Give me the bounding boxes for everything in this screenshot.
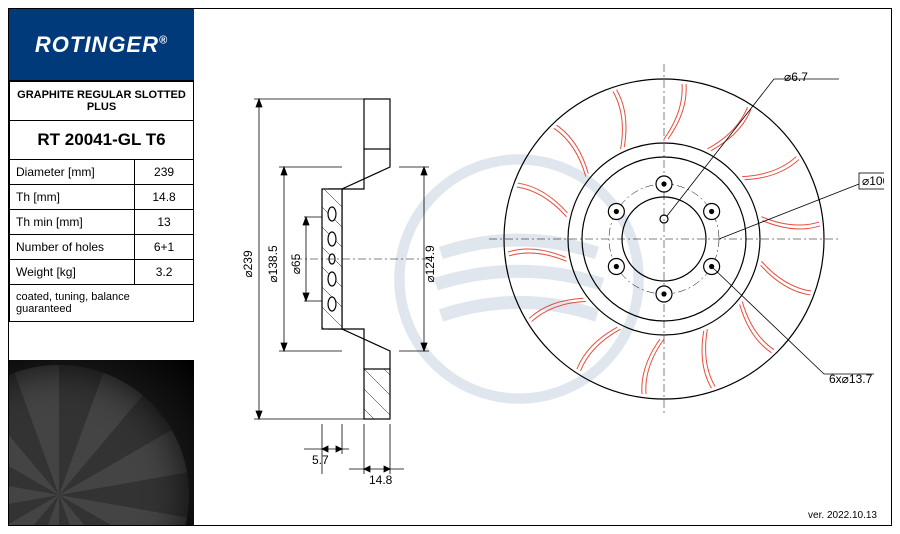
version-text: ver. 2022.10.13 <box>808 510 877 521</box>
svg-text:⌀100: ⌀100 <box>862 174 884 188</box>
technical-drawing: ⌀239 ⌀138.5 ⌀65 5.7 14.8 <box>204 29 881 495</box>
left-panel: ROTINGER® GRAPHITE REGULAR SLOTTED PLUS … <box>9 9 194 525</box>
product-title-row: GRAPHITE REGULAR SLOTTED PLUS <box>10 82 194 121</box>
table-row: Number of holes6+1 <box>10 235 194 260</box>
table-row: Th min [mm]13 <box>10 210 194 235</box>
note-row: coated, tuning, balance guaranteed <box>10 285 194 322</box>
disc-photo <box>9 360 194 525</box>
dim-thickness: 14.8 <box>369 473 393 487</box>
dim-offset: 5.7 <box>312 453 329 467</box>
front-view: ⌀6.7 ⌀100 6x⌀13.7 <box>484 39 884 459</box>
side-view: ⌀239 ⌀138.5 ⌀65 5.7 14.8 <box>234 59 464 499</box>
dim-small-hole: ⌀6.7 <box>784 70 808 84</box>
table-row: Diameter [mm]239 <box>10 160 194 185</box>
table-row: Weight [kg]3.2 <box>10 260 194 285</box>
dim-inner-ring: ⌀124.9 <box>423 245 437 283</box>
dim-bolt-circle-box: ⌀100 <box>859 173 884 189</box>
part-number-row: RT 20041-GL T6 <box>10 121 194 160</box>
spec-table: GRAPHITE REGULAR SLOTTED PLUS RT 20041-G… <box>9 81 194 322</box>
dim-flange-diameter: ⌀138.5 <box>266 245 280 283</box>
table-row: Th [mm]14.8 <box>10 185 194 210</box>
brand-name: ROTINGER® <box>35 32 168 58</box>
dim-hub-diameter: ⌀65 <box>289 253 303 274</box>
dim-bolt-holes: 6x⌀13.7 <box>829 372 873 386</box>
drawing-frame: ROTINGER® GRAPHITE REGULAR SLOTTED PLUS … <box>8 8 892 526</box>
brand-logo: ROTINGER® <box>9 9 194 81</box>
dim-outer-diameter: ⌀239 <box>241 250 255 278</box>
